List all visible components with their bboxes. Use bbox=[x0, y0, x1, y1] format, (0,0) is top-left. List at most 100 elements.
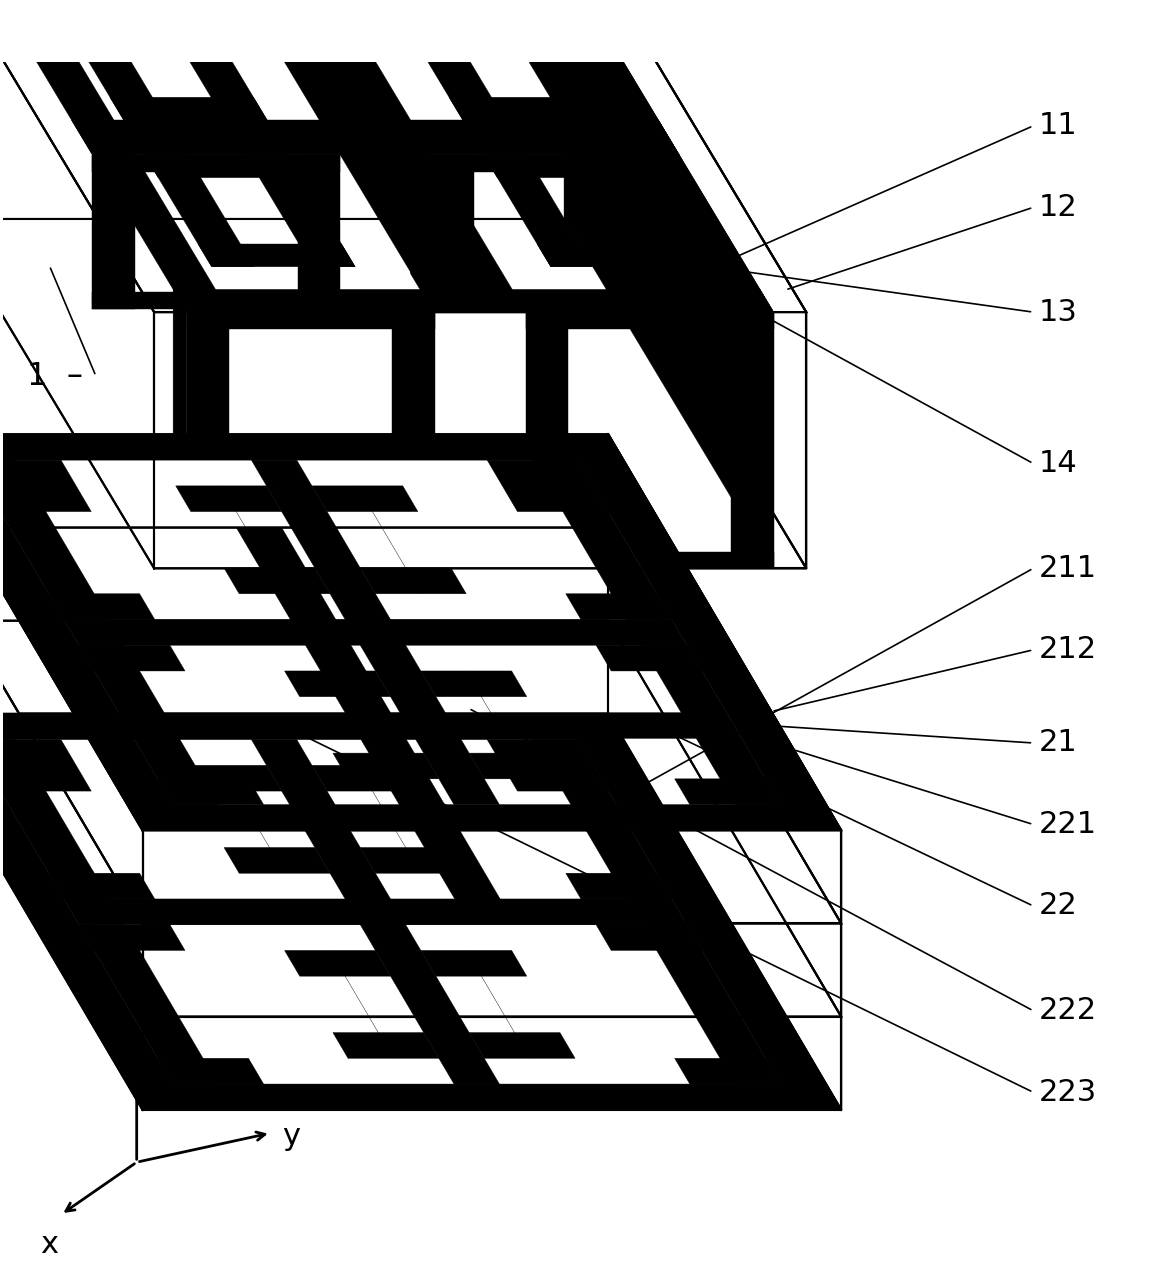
Polygon shape bbox=[145, 155, 254, 267]
Polygon shape bbox=[56, 8, 214, 31]
Polygon shape bbox=[483, 155, 593, 267]
Polygon shape bbox=[395, 8, 505, 120]
Polygon shape bbox=[532, 739, 672, 899]
Polygon shape bbox=[525, 551, 773, 568]
Polygon shape bbox=[483, 155, 641, 178]
Polygon shape bbox=[92, 155, 340, 171]
Polygon shape bbox=[357, 765, 421, 873]
Polygon shape bbox=[143, 923, 841, 1016]
Polygon shape bbox=[525, 312, 773, 328]
Polygon shape bbox=[176, 486, 282, 511]
Text: 1: 1 bbox=[26, 361, 47, 392]
Polygon shape bbox=[333, 1033, 439, 1059]
Polygon shape bbox=[532, 460, 672, 620]
Text: –: – bbox=[67, 862, 83, 893]
Text: 212: 212 bbox=[1039, 635, 1097, 665]
Polygon shape bbox=[80, 645, 218, 805]
Text: 22: 22 bbox=[1039, 891, 1078, 921]
Polygon shape bbox=[537, 243, 694, 267]
Polygon shape bbox=[0, 460, 91, 511]
Polygon shape bbox=[187, 312, 434, 328]
Text: z: z bbox=[119, 1023, 136, 1051]
Polygon shape bbox=[312, 765, 418, 791]
Polygon shape bbox=[92, 155, 135, 309]
Polygon shape bbox=[187, 551, 434, 568]
Text: –: – bbox=[67, 361, 83, 392]
Text: 211: 211 bbox=[1039, 554, 1097, 582]
Polygon shape bbox=[49, 873, 154, 899]
Polygon shape bbox=[675, 779, 780, 805]
Polygon shape bbox=[64, 620, 687, 645]
Polygon shape bbox=[154, 312, 806, 568]
Polygon shape bbox=[731, 312, 773, 568]
Polygon shape bbox=[411, 120, 432, 309]
Polygon shape bbox=[0, 528, 841, 923]
Polygon shape bbox=[608, 621, 841, 1110]
Polygon shape bbox=[176, 765, 282, 791]
Polygon shape bbox=[223, 848, 330, 873]
Polygon shape bbox=[333, 753, 439, 779]
Polygon shape bbox=[608, 528, 841, 1016]
Text: 11: 11 bbox=[1039, 111, 1078, 140]
Polygon shape bbox=[158, 8, 267, 120]
Polygon shape bbox=[392, 312, 434, 568]
Polygon shape bbox=[596, 645, 702, 671]
Text: 12: 12 bbox=[1039, 193, 1078, 222]
Polygon shape bbox=[252, 460, 500, 805]
Polygon shape bbox=[0, 739, 91, 791]
Polygon shape bbox=[71, 120, 680, 155]
Polygon shape bbox=[110, 98, 267, 120]
Text: 21: 21 bbox=[1039, 729, 1078, 757]
Polygon shape bbox=[128, 805, 841, 831]
Polygon shape bbox=[284, 671, 391, 697]
Polygon shape bbox=[659, 120, 680, 309]
Polygon shape bbox=[564, 0, 773, 568]
Polygon shape bbox=[158, 779, 263, 805]
Polygon shape bbox=[0, 714, 624, 739]
Polygon shape bbox=[298, 155, 340, 309]
Polygon shape bbox=[0, 460, 109, 620]
Polygon shape bbox=[225, 0, 525, 312]
Polygon shape bbox=[92, 292, 340, 309]
Polygon shape bbox=[432, 155, 680, 171]
Polygon shape bbox=[360, 568, 466, 594]
Polygon shape bbox=[284, 951, 391, 976]
Polygon shape bbox=[466, 951, 530, 1059]
Polygon shape bbox=[469, 753, 576, 779]
Polygon shape bbox=[608, 434, 841, 923]
Polygon shape bbox=[0, 714, 188, 1110]
Polygon shape bbox=[80, 645, 185, 671]
Polygon shape bbox=[0, 0, 806, 312]
Polygon shape bbox=[596, 925, 702, 951]
Polygon shape bbox=[566, 594, 672, 620]
Polygon shape bbox=[49, 594, 154, 620]
Polygon shape bbox=[80, 925, 218, 1084]
Text: 13: 13 bbox=[1039, 298, 1078, 327]
Polygon shape bbox=[143, 831, 841, 923]
Polygon shape bbox=[360, 848, 466, 873]
Polygon shape bbox=[0, 0, 229, 312]
Text: x: x bbox=[40, 1230, 58, 1258]
Polygon shape bbox=[525, 312, 569, 568]
Polygon shape bbox=[432, 292, 680, 309]
Polygon shape bbox=[158, 1059, 263, 1084]
Polygon shape bbox=[221, 765, 284, 873]
Polygon shape bbox=[395, 8, 552, 31]
Polygon shape bbox=[449, 98, 606, 120]
Polygon shape bbox=[585, 155, 694, 267]
Polygon shape bbox=[469, 1033, 576, 1059]
Polygon shape bbox=[641, 645, 780, 805]
Polygon shape bbox=[641, 925, 780, 1084]
Polygon shape bbox=[0, 434, 624, 460]
Polygon shape bbox=[597, 0, 806, 568]
Polygon shape bbox=[421, 951, 526, 976]
Polygon shape bbox=[143, 1016, 841, 1110]
Polygon shape bbox=[221, 486, 284, 594]
Polygon shape bbox=[56, 8, 166, 120]
Polygon shape bbox=[487, 460, 608, 511]
Polygon shape bbox=[636, 155, 680, 309]
Polygon shape bbox=[563, 434, 841, 831]
Polygon shape bbox=[128, 1084, 841, 1110]
Text: 14: 14 bbox=[1039, 450, 1078, 478]
Polygon shape bbox=[252, 739, 500, 1084]
